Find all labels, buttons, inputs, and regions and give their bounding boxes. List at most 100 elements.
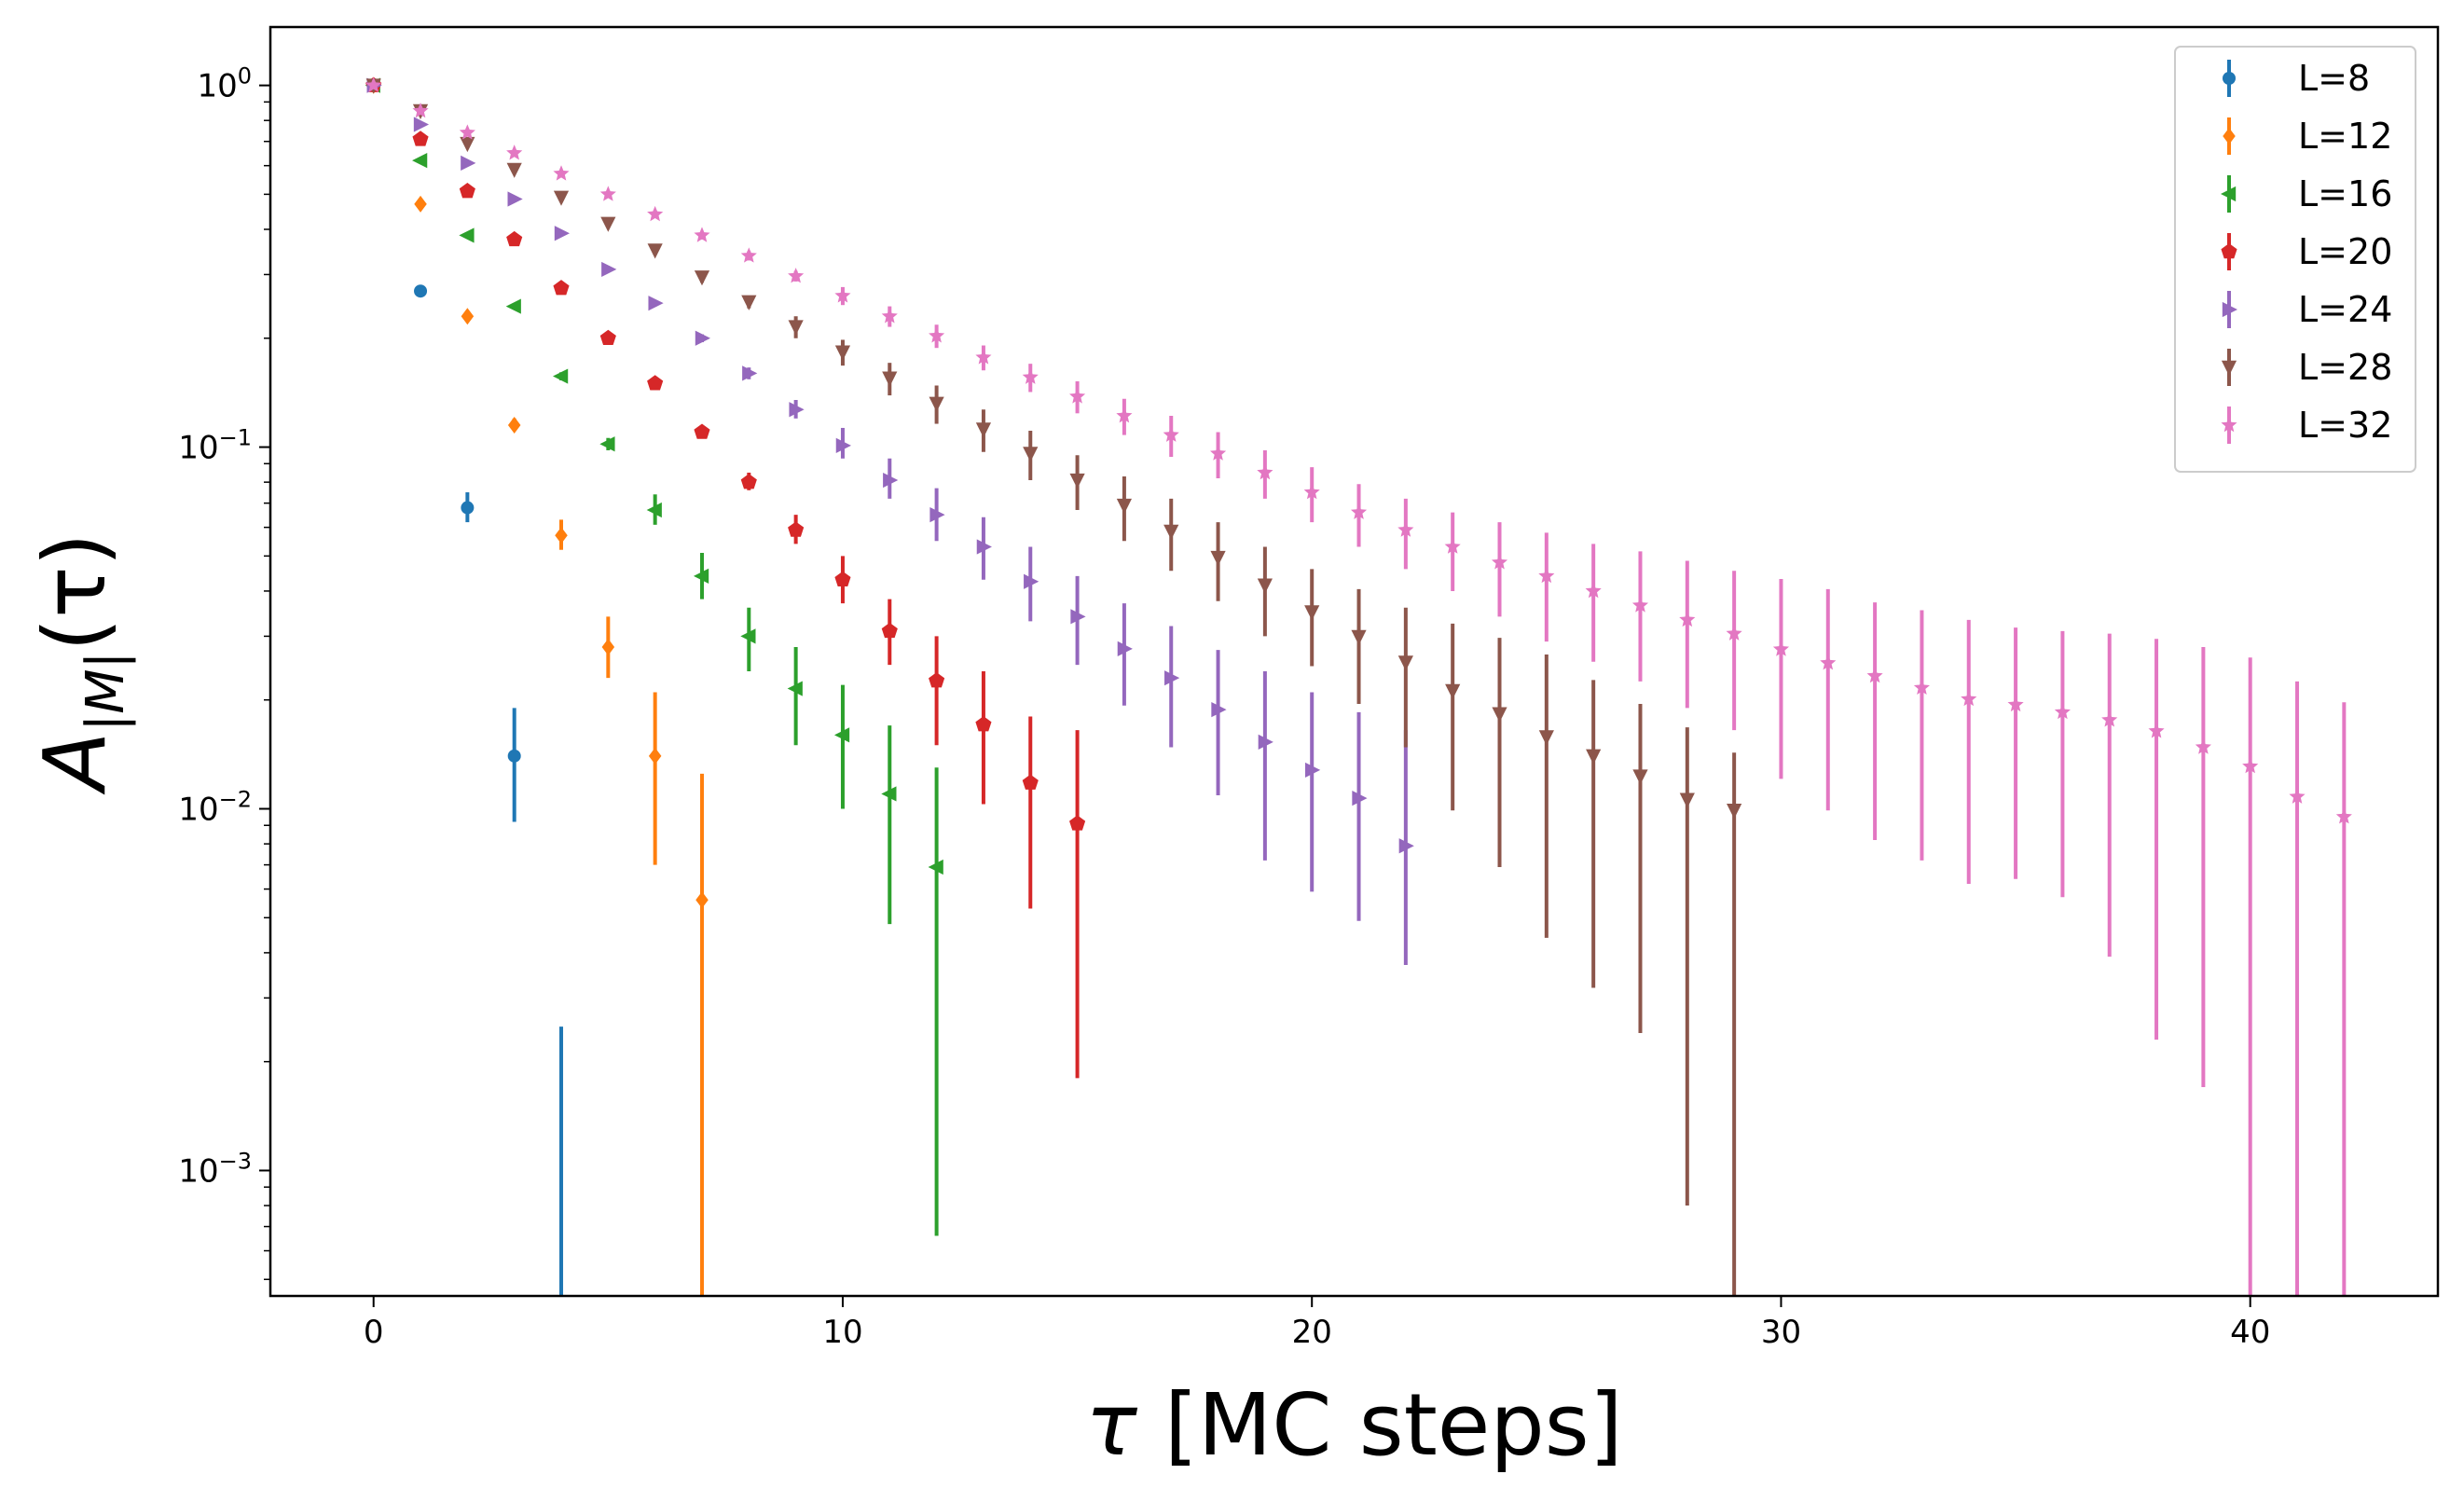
- data-point: [741, 295, 757, 310]
- data-point: [553, 368, 569, 384]
- data-point: [975, 422, 992, 438]
- data-point: [1351, 629, 1367, 645]
- data-point: [695, 330, 710, 346]
- data-point: [1257, 463, 1273, 480]
- x-tick-label: 30: [1761, 1314, 1801, 1351]
- legend-swatch-marker: [2221, 243, 2237, 259]
- data-point: [1163, 524, 1179, 540]
- data-point: [1726, 625, 1742, 641]
- y-tick-label: 10−1: [178, 425, 252, 467]
- data-point: [506, 230, 523, 247]
- data-point: [1492, 707, 1507, 723]
- data-point: [554, 226, 571, 241]
- data-point: [882, 371, 898, 387]
- data-point: [553, 190, 570, 206]
- data-point: [1397, 655, 1413, 671]
- data-point: [646, 502, 662, 518]
- data-point: [834, 571, 851, 587]
- legend-swatch-marker: [2221, 360, 2237, 376]
- data-point: [461, 155, 476, 171]
- data-point: [742, 365, 758, 381]
- data-point: [461, 308, 475, 325]
- data-point: [1444, 538, 1461, 554]
- x-tick-label: 40: [2230, 1314, 2270, 1351]
- y-tick-label: 10−3: [178, 1148, 252, 1190]
- y-axis-label: A|M|(τ): [25, 532, 136, 794]
- data-point: [694, 423, 710, 439]
- data-point: [553, 165, 570, 181]
- legend-label: L=28: [2298, 347, 2392, 388]
- data-point: [2148, 723, 2165, 738]
- data-point: [600, 216, 616, 232]
- data-point: [881, 786, 897, 802]
- data-point: [929, 672, 945, 688]
- data-point: [694, 227, 710, 242]
- y-axis-label-subscript: |M|: [76, 652, 136, 732]
- data-point: [412, 131, 429, 146]
- data-point: [1164, 670, 1180, 686]
- data-point: [1022, 774, 1039, 790]
- data-point: [1305, 762, 1321, 779]
- data-point: [460, 136, 475, 153]
- data-point: [1632, 769, 1648, 785]
- legend-label: L=16: [2298, 173, 2392, 214]
- data-point: [1491, 554, 1508, 570]
- data-point: [647, 205, 664, 222]
- legend-item: L=12: [2223, 116, 2392, 157]
- data-point: [2335, 808, 2352, 824]
- data-point: [1961, 690, 1977, 707]
- legend-label: L=8: [2298, 58, 2370, 99]
- data-point: [1820, 655, 1837, 670]
- data-point: [1397, 521, 1414, 537]
- series-l-28: [365, 78, 1742, 1296]
- data-point: [599, 436, 615, 452]
- legend-box: [2174, 46, 2416, 473]
- data-point: [1257, 578, 1273, 594]
- data-point: [601, 261, 617, 278]
- data-point: [599, 186, 616, 201]
- data-point: [787, 681, 803, 696]
- x-axis: 0 10 20 30 40: [364, 1296, 2270, 1351]
- data-point: [1116, 498, 1133, 515]
- data-point: [788, 521, 805, 537]
- data-point: [1445, 683, 1461, 699]
- legend-swatch-marker: [2222, 301, 2237, 318]
- data-point: [507, 191, 523, 207]
- data-point: [1352, 791, 1368, 806]
- series-l-12: [366, 76, 709, 1296]
- legend-label: L=24: [2298, 289, 2392, 330]
- data-point: [1303, 484, 1320, 500]
- data-point: [834, 345, 851, 361]
- data-point: [647, 243, 663, 259]
- data-point: [1727, 804, 1742, 820]
- data-point: [1258, 734, 1273, 750]
- data-point: [2101, 711, 2118, 727]
- data-point: [788, 268, 805, 283]
- data-point: [694, 270, 710, 286]
- data-point: [1866, 667, 1883, 683]
- data-point: [412, 153, 428, 169]
- data-point: [1069, 473, 1085, 489]
- data-point: [414, 284, 428, 298]
- data-point: [695, 891, 709, 909]
- data-point: [1163, 426, 1179, 442]
- series-l-8: [366, 78, 564, 1296]
- data-point: [412, 102, 429, 118]
- data-point: [1398, 838, 1414, 854]
- legend-swatch-marker: [2223, 128, 2236, 145]
- data-point: [1069, 815, 1086, 831]
- data-point: [2242, 758, 2259, 774]
- data-point: [599, 329, 616, 346]
- series-l-24: [366, 77, 1414, 966]
- x-axis-label: τ [MC steps]: [1085, 1375, 1622, 1475]
- data-point: [648, 747, 662, 765]
- data-point: [2007, 696, 2024, 712]
- legend-swatch-marker: [2223, 72, 2236, 85]
- x-tick-label: 10: [822, 1314, 862, 1351]
- data-point: [881, 622, 898, 639]
- y-axis: 100 10−1 10−2 10−3: [178, 63, 270, 1280]
- data-point: [740, 628, 756, 644]
- data-point: [1350, 503, 1368, 519]
- legend-swatch-marker: [2221, 417, 2237, 433]
